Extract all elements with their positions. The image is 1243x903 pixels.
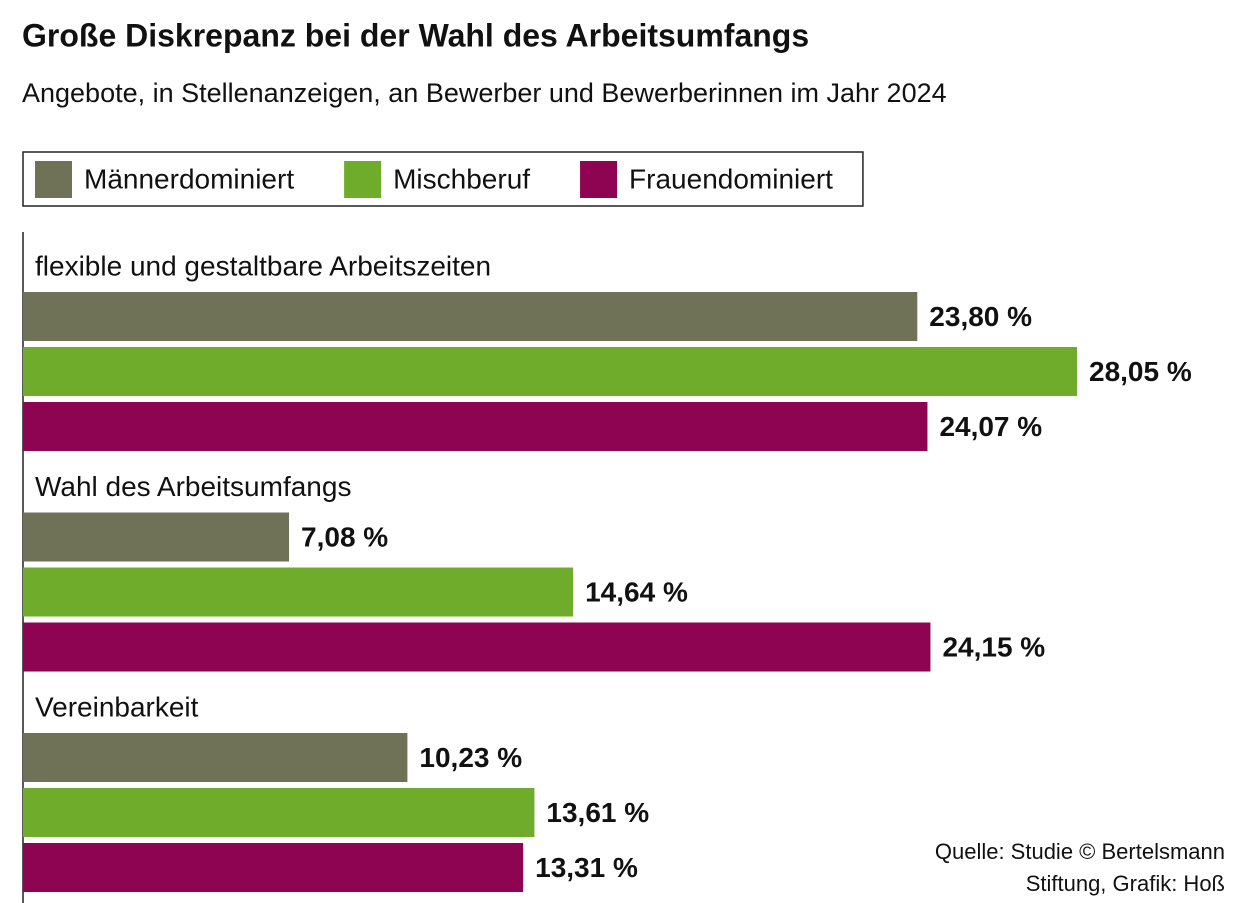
value-label: 23,80 % [929, 301, 1032, 332]
value-label: 13,61 % [546, 797, 649, 828]
legend-swatch [35, 161, 72, 198]
bar [23, 622, 931, 672]
legend-label: Mischberuf [393, 163, 530, 194]
bar [23, 788, 535, 837]
chart-subtitle: Angebote, in Stellenanzeigen, an Bewerbe… [22, 78, 947, 108]
category-label: Vereinbarkeit [35, 691, 199, 722]
chart-title: Große Diskrepanz bei der Wahl des Arbeit… [22, 17, 809, 53]
bar [23, 347, 1077, 396]
value-label: 28,05 % [1089, 356, 1192, 387]
bar [23, 733, 408, 782]
bar [23, 292, 918, 341]
value-label: 10,23 % [419, 742, 522, 773]
bar [23, 512, 290, 562]
source: Quelle: Studie © Bertelsmann [935, 839, 1225, 864]
bar [23, 843, 524, 892]
value-label: 24,15 % [942, 631, 1045, 662]
bar [23, 567, 574, 617]
value-label: 14,64 % [585, 576, 688, 607]
value-label: 24,07 % [939, 411, 1042, 442]
legend-label: Männerdominiert [84, 163, 294, 194]
source: Stiftung, Grafik: Hoß [1026, 871, 1225, 896]
legend-swatch [580, 161, 618, 198]
legend-swatch [344, 161, 382, 198]
value-label: 13,31 % [535, 852, 638, 883]
category-label: Wahl des Arbeitsumfangs [35, 471, 351, 502]
bar [23, 402, 928, 451]
category-label: flexible und gestaltbare Arbeitszeiten [35, 250, 491, 281]
legend-box [22, 151, 864, 207]
legend-label: Frauendominiert [629, 163, 833, 194]
value-label: 7,08 % [301, 521, 388, 552]
